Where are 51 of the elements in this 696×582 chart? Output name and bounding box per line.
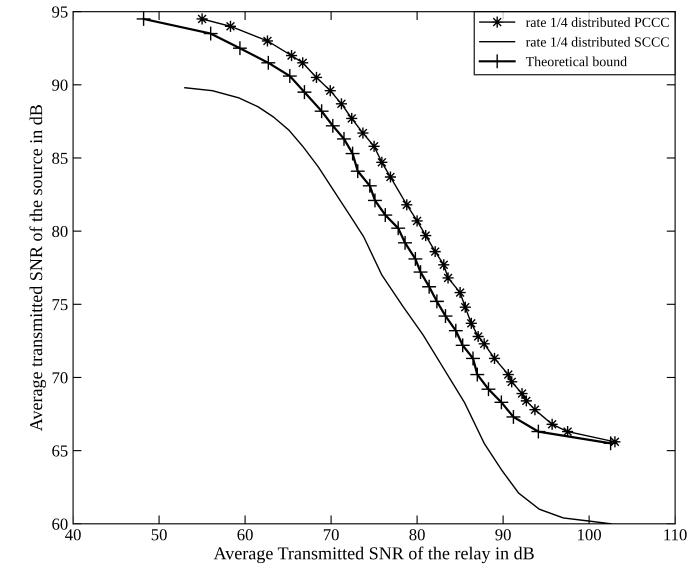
point xyxy=(325,118,340,134)
point xyxy=(530,424,546,440)
point xyxy=(602,436,618,451)
point xyxy=(465,350,481,366)
point xyxy=(203,26,218,42)
point xyxy=(232,40,248,56)
point xyxy=(282,68,298,84)
legend-label: Theoretical bound xyxy=(526,56,627,66)
legend-label: rate 1/4 distributed PCCC xyxy=(526,17,669,28)
y-tick-label: 95 xyxy=(52,6,68,18)
point xyxy=(378,207,393,223)
point xyxy=(350,164,366,179)
point xyxy=(455,338,470,353)
point xyxy=(422,279,437,294)
x-tick-label: 100 xyxy=(578,529,601,540)
y-tick-label: 60 xyxy=(52,518,68,530)
point xyxy=(412,264,428,280)
point xyxy=(367,192,383,208)
point xyxy=(336,131,352,147)
point xyxy=(448,323,464,338)
point xyxy=(136,12,152,27)
x-tick-label: 40 xyxy=(65,529,81,540)
x-tick-label: 50 xyxy=(152,529,167,540)
y-tick-label: 70 xyxy=(52,372,68,384)
y-tick-label: 85 xyxy=(52,152,68,164)
x-tick-label: 90 xyxy=(495,529,511,540)
point xyxy=(438,308,454,324)
point xyxy=(296,84,312,100)
point xyxy=(362,178,378,194)
point xyxy=(397,235,413,250)
point xyxy=(390,220,406,236)
point xyxy=(494,394,510,410)
legend-label: rate 1/4 distributed SCCC xyxy=(526,36,669,47)
point xyxy=(314,104,330,119)
x-tick-label: 60 xyxy=(237,529,253,540)
x-axis-title: Average Transmitted SNR of the relay in dB xyxy=(214,546,534,564)
y-tick-label: 80 xyxy=(52,226,68,238)
point xyxy=(344,146,360,162)
y-tick-label: 75 xyxy=(52,299,68,310)
y-tick-label: 65 xyxy=(52,445,68,457)
point xyxy=(429,294,445,310)
point xyxy=(506,409,522,425)
y-tick-label: 90 xyxy=(52,80,68,91)
point xyxy=(408,251,424,267)
x-tick-label: 80 xyxy=(409,529,425,540)
point xyxy=(470,366,485,382)
point xyxy=(480,382,496,397)
point xyxy=(260,55,276,70)
x-tick-label: 70 xyxy=(324,529,339,540)
y-axis-title: Average transmitted SNR of the source in dB xyxy=(29,105,46,432)
x-tick-label: 110 xyxy=(664,529,687,540)
